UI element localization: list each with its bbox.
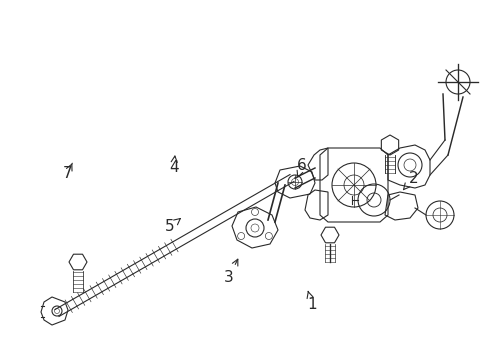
Text: 7: 7: [62, 163, 72, 181]
Text: 6: 6: [297, 158, 306, 177]
Text: 2: 2: [403, 171, 417, 190]
Text: 5: 5: [165, 219, 180, 234]
Text: 3: 3: [224, 259, 237, 285]
Text: 4: 4: [168, 156, 178, 175]
Text: 1: 1: [306, 291, 316, 312]
